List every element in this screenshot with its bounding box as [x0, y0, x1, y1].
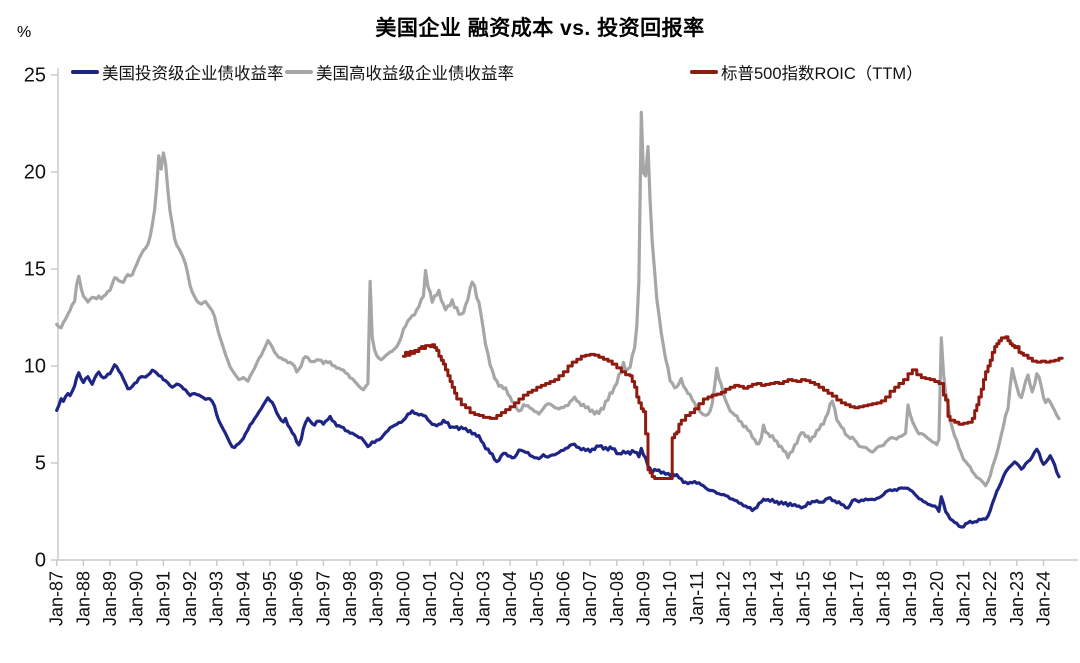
legend-label-ig_yield: 美国投资级企业债收益率: [102, 65, 284, 83]
x-tick-label: Jan-10: [660, 571, 680, 626]
x-tick-label: Jan-87: [47, 571, 67, 626]
x-tick-label: Jan-11: [687, 571, 707, 625]
legend-swatch-hy_yield: [285, 70, 313, 74]
legend-swatch-sp500_roic: [690, 70, 718, 74]
x-tick-label: Jan-18: [873, 571, 893, 626]
x-tick-label: Jan-05: [527, 571, 547, 626]
legend-label-sp500_roic: 标普500指数ROIC（TTM）: [721, 65, 923, 83]
x-tick-label: Jan-89: [100, 571, 120, 626]
x-tick-label: Jan-94: [233, 571, 253, 626]
series-line-ig_yield: [55, 363, 1061, 529]
y-tick-label: 15: [24, 259, 46, 281]
axes: 0 5 10 15 20 25 Jan-87 Jan-88 Jan-89 Jan-90 Jan-91…: [24, 65, 1078, 626]
x-tick-label: Jan-16: [820, 571, 840, 626]
x-tick-label: Jan-20: [927, 571, 947, 626]
x-tick-label: Jan-90: [127, 571, 147, 626]
x-tick-label: Jan-22: [980, 571, 1000, 626]
y-tick-label: 10: [24, 356, 46, 378]
x-tick-label: Jan-03: [473, 571, 493, 626]
chart-title: 美国企业 融资成本 vs. 投资回报率: [375, 17, 705, 40]
legend-label-hy_yield: 美国高收益级企业债收益率: [316, 65, 514, 83]
series-line-hy_yield: [55, 110, 1061, 488]
series-line-sp500_roic: [401, 335, 1064, 480]
x-tick-label: Jan-00: [393, 571, 413, 626]
x-tick-label: Jan-17: [847, 571, 867, 626]
x-tick-label: Jan-02: [447, 571, 467, 626]
x-tick-label: Jan-98: [340, 571, 360, 626]
x-tick-label: Jan-15: [793, 571, 813, 626]
chart-legend: 美国投资级企业债收益率 美国高收益级企业债收益率 标普500指数ROIC（TTM）: [0, 60, 1080, 84]
x-tick-label: Jan-06: [553, 571, 573, 626]
x-tick-label: Jan-96: [287, 571, 307, 626]
x-tick-label: Jan-97: [313, 571, 333, 626]
x-tick-label: Jan-92: [180, 571, 200, 626]
x-tick-label: Jan-07: [580, 571, 600, 626]
x-tick-label: Jan-09: [633, 571, 653, 626]
legend-item-sp500_roic: 标普500指数ROIC（TTM）: [690, 60, 923, 84]
x-tick-label: Jan-88: [73, 571, 93, 626]
x-tick-label: Jan-93: [207, 571, 227, 626]
y-axis-unit-label: %: [17, 24, 32, 41]
y-tick-label: 25: [24, 65, 46, 87]
legend-item-hy_yield: 美国高收益级企业债收益率: [285, 60, 514, 84]
x-tick-label: Jan-24: [1033, 571, 1053, 626]
y-tick-label: 20: [24, 162, 46, 184]
y-tick-label: 5: [35, 453, 46, 475]
x-tick-label: Jan-95: [260, 571, 280, 626]
x-tick-label: Jan-08: [607, 571, 627, 626]
y-tick-label: 0: [35, 550, 46, 572]
x-tick-label: Jan-01: [420, 571, 440, 626]
x-tick-label: Jan-91: [153, 571, 173, 626]
x-tick-label: Jan-04: [500, 571, 520, 626]
x-tick-label: Jan-14: [767, 571, 787, 626]
x-tick-label: Jan-23: [1007, 571, 1027, 626]
legend-swatch-ig_yield: [71, 70, 99, 74]
x-tick-label: Jan-99: [367, 571, 387, 626]
x-tick-label: Jan-21: [953, 571, 973, 626]
x-tick-label: Jan-19: [900, 571, 920, 626]
x-tick-label: Jan-13: [740, 571, 760, 626]
legend-item-ig_yield: 美国投资级企业债收益率: [71, 60, 284, 84]
x-tick-label: Jan-12: [713, 571, 733, 626]
